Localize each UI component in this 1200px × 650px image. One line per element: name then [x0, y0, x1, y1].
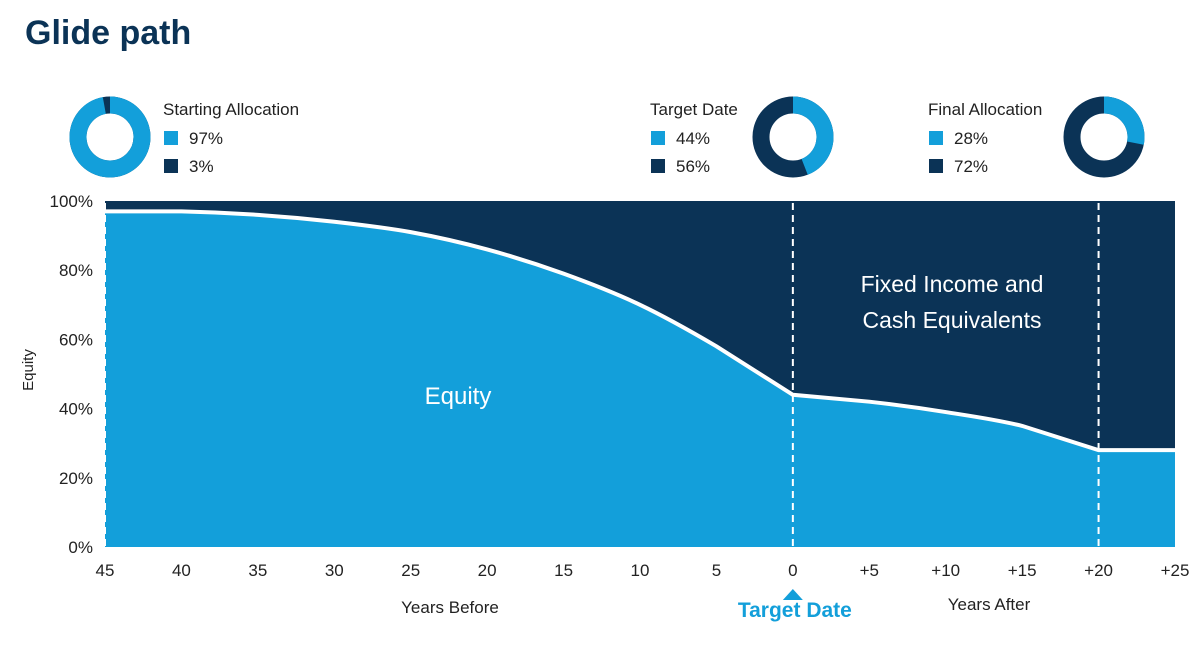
legend-value-fixed-income: 72% — [954, 157, 988, 176]
x-tick-label: 25 — [401, 561, 420, 580]
y-tick-label: 20% — [59, 469, 93, 488]
donut-equity-slice — [752, 96, 834, 178]
allocation-target: Target Date 44% 56% — [650, 96, 834, 178]
x-tick-label: +25 — [1161, 561, 1190, 580]
x-tick-label: 15 — [554, 561, 573, 580]
x-tick-label: +5 — [860, 561, 879, 580]
page-title: Glide path — [25, 14, 192, 52]
x-tick-label: 0 — [788, 561, 797, 580]
x-tick-label: 20 — [478, 561, 497, 580]
y-axis-label: Equity — [20, 349, 37, 391]
fixed-income-label: Cash Equivalents — [863, 307, 1042, 333]
x-axis-label-after: Years After — [948, 595, 1031, 614]
y-tick-label: 80% — [59, 261, 93, 280]
x-tick-label: 5 — [712, 561, 721, 580]
equity-area-label: Equity — [425, 383, 492, 410]
allocation-starting: Starting Allocation 97% 3% — [69, 96, 299, 178]
legend-swatch-equity — [929, 131, 943, 145]
x-tick-label: +10 — [931, 561, 960, 580]
y-tick-label: 0% — [68, 538, 93, 557]
y-tick-label: 100% — [50, 192, 93, 211]
legend-swatch-fixed-income — [929, 159, 943, 173]
legend-swatch-fixed-income — [651, 159, 665, 173]
x-tick-label: 35 — [248, 561, 267, 580]
legend-swatch-equity — [164, 131, 178, 145]
legend-value-equity: 97% — [189, 129, 223, 148]
equity-line — [105, 209, 1175, 453]
x-axis-label-before: Years Before — [401, 598, 499, 617]
allocation-title: Final Allocation — [928, 100, 1042, 119]
legend-swatch-equity — [651, 131, 665, 145]
target-date-label: Target Date — [738, 599, 852, 622]
allocation-title: Starting Allocation — [163, 100, 299, 119]
donut-equity-slice — [69, 96, 151, 178]
y-tick-label: 60% — [59, 330, 93, 349]
x-tick-label: +15 — [1008, 561, 1037, 580]
legend-value-fixed-income: 3% — [189, 157, 214, 176]
x-tick-label: 30 — [325, 561, 344, 580]
x-tick-label: +20 — [1084, 561, 1113, 580]
x-tick-label: 45 — [96, 561, 115, 580]
legend-value-equity: 28% — [954, 129, 988, 148]
x-tick-label: 10 — [631, 561, 650, 580]
y-tick-label: 40% — [59, 400, 93, 419]
equity-area — [105, 211, 1175, 547]
allocation-final: Final Allocation 28% 72% — [928, 96, 1145, 178]
legend-swatch-fixed-income — [164, 159, 178, 173]
x-tick-label: 40 — [172, 561, 191, 580]
donut-equity-slice — [1063, 96, 1145, 178]
allocation-title: Target Date — [650, 100, 738, 119]
legend-value-fixed-income: 56% — [676, 157, 710, 176]
legend-value-equity: 44% — [676, 129, 710, 148]
target-triangle-icon — [782, 589, 803, 600]
fixed-income-label: Fixed Income and — [861, 271, 1044, 297]
